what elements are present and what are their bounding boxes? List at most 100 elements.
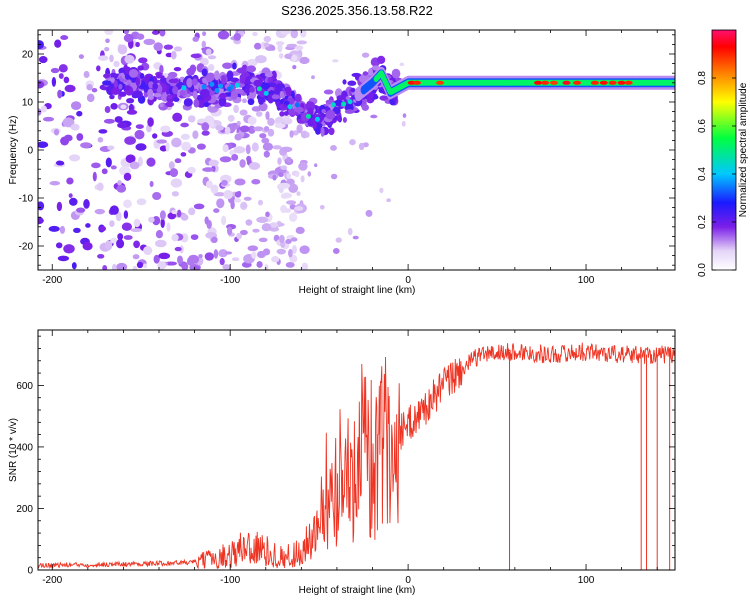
ridge-blob	[307, 121, 314, 127]
ridge-blob	[325, 109, 336, 120]
noise-blob	[165, 52, 173, 58]
noise-blob	[332, 248, 340, 254]
snr-xlabel: Height of straight line (km)	[299, 585, 416, 596]
ridge-blob	[347, 80, 357, 86]
y-tick-label: -10	[19, 194, 34, 205]
band-hotspot	[573, 80, 582, 85]
colorbar-ticks: 0.0 0.2 0.4 0.6 0.8	[697, 71, 736, 277]
noise-blob	[218, 249, 228, 258]
noise-blob	[142, 263, 148, 269]
noise-blob	[134, 129, 145, 140]
noise-blob	[295, 45, 304, 51]
noise-blob	[272, 174, 277, 181]
noise-blob	[71, 262, 77, 270]
noise-blob	[225, 251, 233, 255]
noise-blob	[296, 124, 303, 134]
noise-blob	[198, 254, 203, 259]
noise-blob	[64, 84, 76, 93]
noise-blob	[42, 116, 55, 122]
noise-blob	[261, 223, 272, 232]
band-hotspot	[617, 80, 626, 85]
noise-blob	[171, 137, 182, 148]
ridge-blob	[391, 68, 401, 79]
noise-blob	[109, 94, 115, 100]
noise-blob	[105, 157, 112, 168]
noise-blob	[111, 263, 117, 270]
noise-blob	[314, 163, 318, 168]
noise-blob	[234, 178, 246, 186]
noise-blob	[278, 172, 284, 178]
noise-blob	[188, 254, 200, 265]
noise-blob	[114, 116, 123, 123]
noise-blob	[202, 167, 215, 172]
noise-blob	[54, 39, 62, 48]
noise-blob	[292, 64, 297, 70]
ridge-blob	[271, 70, 277, 80]
noise-blob	[132, 254, 140, 260]
noise-blob	[226, 226, 233, 236]
noise-blob	[261, 137, 270, 144]
ridge-peak	[330, 102, 336, 108]
noise-blob	[224, 126, 231, 135]
noise-blob	[153, 254, 160, 264]
ridge-blob	[257, 97, 266, 104]
ridge-blob	[193, 99, 200, 108]
noise-blob	[124, 136, 136, 145]
noise-blob	[296, 40, 308, 45]
ridge-blob	[342, 79, 347, 85]
ridge-blob	[118, 91, 127, 97]
ridge-blob	[293, 106, 304, 113]
noise-blob	[219, 258, 225, 266]
noise-blob	[38, 56, 48, 64]
colorbar-label: Normalized spectral amplitude	[738, 82, 749, 217]
chart-title: S236.2025.356.13.58.R22	[281, 3, 433, 18]
noise-blob	[83, 70, 90, 79]
noise-blob	[196, 143, 206, 150]
noise-blob	[256, 216, 269, 223]
noise-blob	[251, 142, 259, 152]
noise-blob	[291, 244, 297, 255]
ridge-blob	[287, 108, 296, 116]
ridge-blob	[271, 94, 280, 100]
noise-blob	[286, 200, 297, 205]
ridge-blob	[128, 69, 139, 78]
noise-blob	[166, 222, 171, 232]
noise-blob	[117, 180, 122, 186]
noise-blob	[271, 256, 280, 263]
noise-blob	[170, 50, 177, 60]
noise-blob	[103, 118, 115, 124]
noise-blob	[294, 171, 300, 178]
noise-blob	[286, 156, 292, 164]
x-tick-label: -200	[42, 275, 62, 286]
x-tick-label: -100	[220, 275, 240, 286]
snr-frame	[37, 329, 676, 571]
noise-blob	[135, 41, 140, 48]
noise-blob	[159, 210, 166, 220]
noise-blob	[221, 215, 227, 226]
noise-blob	[126, 109, 138, 115]
noise-blob	[269, 226, 280, 232]
ridge-blob	[118, 83, 123, 90]
noise-blob	[91, 162, 101, 169]
noise-blob	[165, 142, 170, 152]
noise-blob	[370, 114, 378, 119]
noise-blob	[263, 42, 270, 48]
noise-blob	[97, 253, 105, 259]
noise-blob	[222, 144, 229, 153]
noise-blob	[171, 191, 179, 197]
ridge-blob	[247, 98, 255, 106]
ridge-blob	[261, 82, 271, 90]
colorbar-tick-label: 0.4	[697, 167, 708, 181]
noise-blob	[233, 146, 246, 154]
noise-blob	[96, 65, 101, 72]
noise-blob	[232, 122, 238, 127]
noise-blob	[256, 261, 263, 268]
noise-blob	[246, 58, 258, 67]
noise-blob	[255, 111, 263, 117]
noise-blob	[279, 30, 292, 36]
colorbar-tick-label: 0.6	[697, 119, 708, 133]
y-tick-label: 400	[16, 442, 33, 453]
noise-blob	[188, 207, 196, 216]
ridge-blob	[124, 85, 131, 91]
